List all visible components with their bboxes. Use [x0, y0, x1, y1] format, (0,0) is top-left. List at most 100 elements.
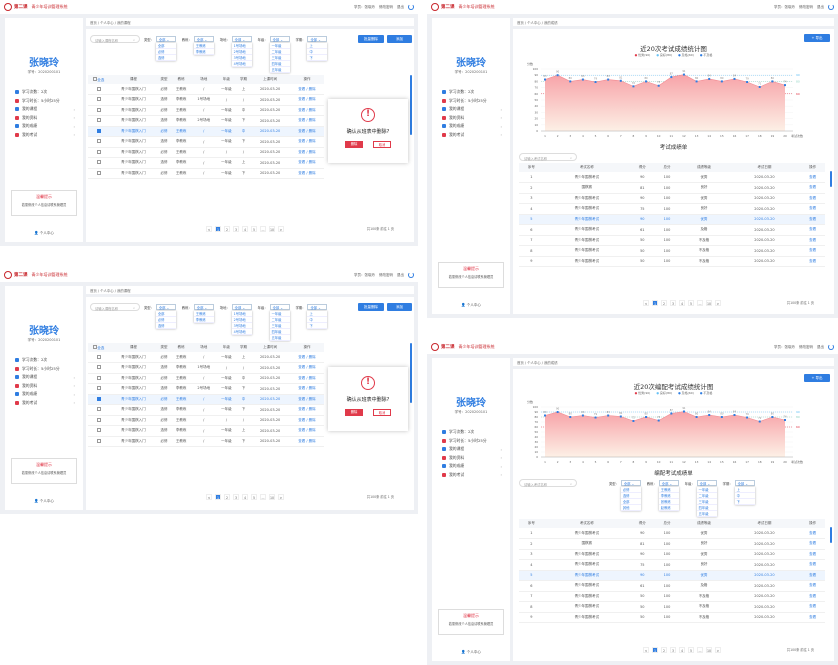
page-button[interactable]: ...: [260, 226, 266, 232]
dropdown-option[interactable]: 四年级: [696, 505, 717, 511]
dropdown-option[interactable]: 王教练: [658, 487, 679, 493]
filter-select[interactable]: 全部 ⌄: [307, 304, 328, 310]
page-button[interactable]: >: [715, 647, 721, 653]
power-icon[interactable]: [408, 4, 414, 10]
view-link[interactable]: 查看: [800, 559, 825, 571]
dropdown-option[interactable]: 1号场地: [231, 43, 252, 49]
page-button[interactable]: >: [278, 494, 284, 500]
view-link[interactable]: 查看: [800, 591, 825, 602]
dropdown-option[interactable]: 下: [734, 499, 755, 505]
table-row[interactable]: 青少年围棋入门 选修 李教练 / 一年级下 2020-03-20 查看 / 删除: [88, 404, 324, 416]
row-checkbox[interactable]: [96, 107, 101, 112]
row-actions[interactable]: 查看 / 删除: [289, 436, 324, 447]
page-button[interactable]: 4: [242, 494, 248, 500]
dropdown-option[interactable]: 王教练: [193, 311, 214, 317]
filter-select[interactable]: 全部 ⌄: [231, 36, 252, 42]
header-link[interactable]: 修改密码: [799, 4, 813, 9]
page-button[interactable]: 5: [688, 647, 694, 653]
dropdown-option[interactable]: 选修: [155, 55, 176, 61]
header-link[interactable]: 退出: [817, 4, 824, 9]
row-actions[interactable]: 查看 / 删除: [289, 168, 324, 179]
table-row[interactable]: 1 青少年围棋考试 90 100 优秀 2020-03-20 查看: [519, 172, 825, 183]
page-button[interactable]: 3: [670, 300, 676, 306]
table-row[interactable]: 青少年围棋入门 必修 王教练 / 一年级中 2020-03-20 查看 / 删除: [88, 373, 324, 384]
page-button[interactable]: 4: [679, 647, 685, 653]
dropdown-option[interactable]: 五年级: [696, 511, 717, 517]
page-button[interactable]: 4: [242, 226, 248, 232]
dropdown-option[interactable]: 上: [307, 43, 328, 49]
page-button[interactable]: >: [715, 300, 721, 306]
dropdown-option[interactable]: 二年级: [696, 493, 717, 499]
page-button[interactable]: 2: [661, 647, 667, 653]
select-all-checkbox[interactable]: [93, 76, 98, 81]
dropdown-option[interactable]: 张教练: [658, 499, 679, 505]
sidebar-item[interactable]: 我的课程 ›: [15, 373, 75, 382]
header-link[interactable]: 学员：张晓玲: [354, 4, 375, 9]
header-link[interactable]: 修改密码: [799, 344, 813, 349]
row-checkbox[interactable]: [96, 417, 101, 422]
row-actions[interactable]: 查看 / 删除: [289, 126, 324, 137]
row-checkbox[interactable]: [96, 86, 101, 91]
page-button[interactable]: 2: [224, 494, 230, 500]
filter-select[interactable]: 全部 ⌄: [155, 304, 176, 310]
select-all-checkbox[interactable]: [93, 344, 98, 349]
table-row[interactable]: 青少年围棋入门 必修 王教练 / 一年级中 2020-03-20 查看 / 删除: [88, 126, 324, 137]
view-link[interactable]: 查看: [800, 612, 825, 623]
filter-select[interactable]: 全部 ⌄: [193, 36, 214, 42]
view-link[interactable]: 查看: [800, 256, 825, 267]
export-button[interactable]: + 导出: [804, 34, 830, 42]
view-link[interactable]: 查看: [800, 172, 825, 183]
add-button[interactable]: 添加: [387, 35, 412, 43]
sidebar-item[interactable]: 我的成绩 ›: [15, 390, 75, 399]
view-link[interactable]: 查看: [800, 570, 825, 581]
dropdown-option[interactable]: 1号场地: [231, 311, 252, 317]
scrollbar[interactable]: [410, 75, 412, 135]
dropdown-option[interactable]: 4号场地: [231, 61, 252, 67]
table-row[interactable]: 青少年围棋入门 必修 王教练 / 一年级中 2020-03-20 查看 / 删除: [88, 394, 324, 405]
page-button[interactable]: 5: [251, 494, 257, 500]
sidebar-item[interactable]: 学习时长：5小时25分: [442, 97, 502, 106]
filter-select[interactable]: 全部 ⌄: [193, 304, 214, 310]
sidebar-item[interactable]: 我的资料 ›: [15, 114, 75, 123]
view-link[interactable]: 查看: [800, 214, 825, 225]
table-row[interactable]: 4 青少年围棋考试 75 100 良好 2020-03-20 查看: [519, 203, 825, 215]
export-button[interactable]: + 导出: [804, 374, 830, 382]
table-row[interactable]: 6 青少年围棋考试 61 100 及格 2020-03-20 查看: [519, 224, 825, 236]
sidebar-item[interactable]: 学习次数：2次: [442, 428, 502, 437]
personal-center-link[interactable]: 👤 个人中心: [432, 650, 510, 655]
sidebar-item[interactable]: 我的考试 ›: [442, 131, 502, 140]
sidebar-item[interactable]: 我的考试 ›: [442, 471, 502, 480]
row-actions[interactable]: 查看 / 删除: [289, 425, 324, 437]
dropdown-option[interactable]: 赵教练: [658, 505, 679, 511]
row-checkbox[interactable]: [96, 149, 101, 154]
table-row[interactable]: 青少年围棋入门 必修 王教练 / //2020-03-20 查看 / 删除: [88, 147, 324, 158]
table-row[interactable]: 青少年围棋入门 选修 李教练 1号场地 //2020-03-20 查看 / 删除: [88, 94, 324, 106]
page-button[interactable]: 3: [233, 494, 239, 500]
row-checkbox[interactable]: [96, 428, 101, 433]
table-row[interactable]: 青少年围棋入门 选修 李教练 2号场地 一年级下 2020-03-20 查看 / 删除: [88, 115, 324, 127]
view-link[interactable]: 查看: [800, 245, 825, 257]
row-checkbox[interactable]: [96, 97, 101, 102]
table-row[interactable]: 9 青少年围棋考试 50 100 不及格 2020-03-20 查看: [519, 612, 825, 623]
dropdown-option[interactable]: 选修: [620, 493, 641, 499]
dropdown-option[interactable]: 三年级: [696, 499, 717, 505]
view-link[interactable]: 查看: [800, 193, 825, 204]
dropdown-option[interactable]: 李教练: [193, 317, 214, 323]
page-button[interactable]: 5: [251, 226, 257, 232]
view-link[interactable]: 查看: [800, 235, 825, 246]
page-button[interactable]: ...: [697, 300, 703, 306]
add-button[interactable]: 添加: [387, 303, 412, 311]
row-checkbox[interactable]: [96, 170, 101, 175]
view-link[interactable]: 查看: [800, 538, 825, 550]
table-row[interactable]: 青少年围棋入门 必修 王教练 / 一年级下 2020-03-20 查看 / 删除: [88, 436, 324, 447]
scrollbar[interactable]: [410, 343, 412, 403]
page-button[interactable]: 1: [652, 647, 658, 653]
dropdown-option[interactable]: 二年级: [269, 49, 290, 55]
page-button[interactable]: 10: [706, 647, 712, 653]
cancel-button[interactable]: 取消: [373, 409, 391, 416]
page-button[interactable]: 1: [215, 494, 221, 500]
header-link[interactable]: 退出: [817, 344, 824, 349]
page-button[interactable]: ...: [697, 647, 703, 653]
search-input[interactable]: 请输入考试名称 ⌕: [519, 479, 577, 487]
header-link[interactable]: 退出: [397, 4, 404, 9]
